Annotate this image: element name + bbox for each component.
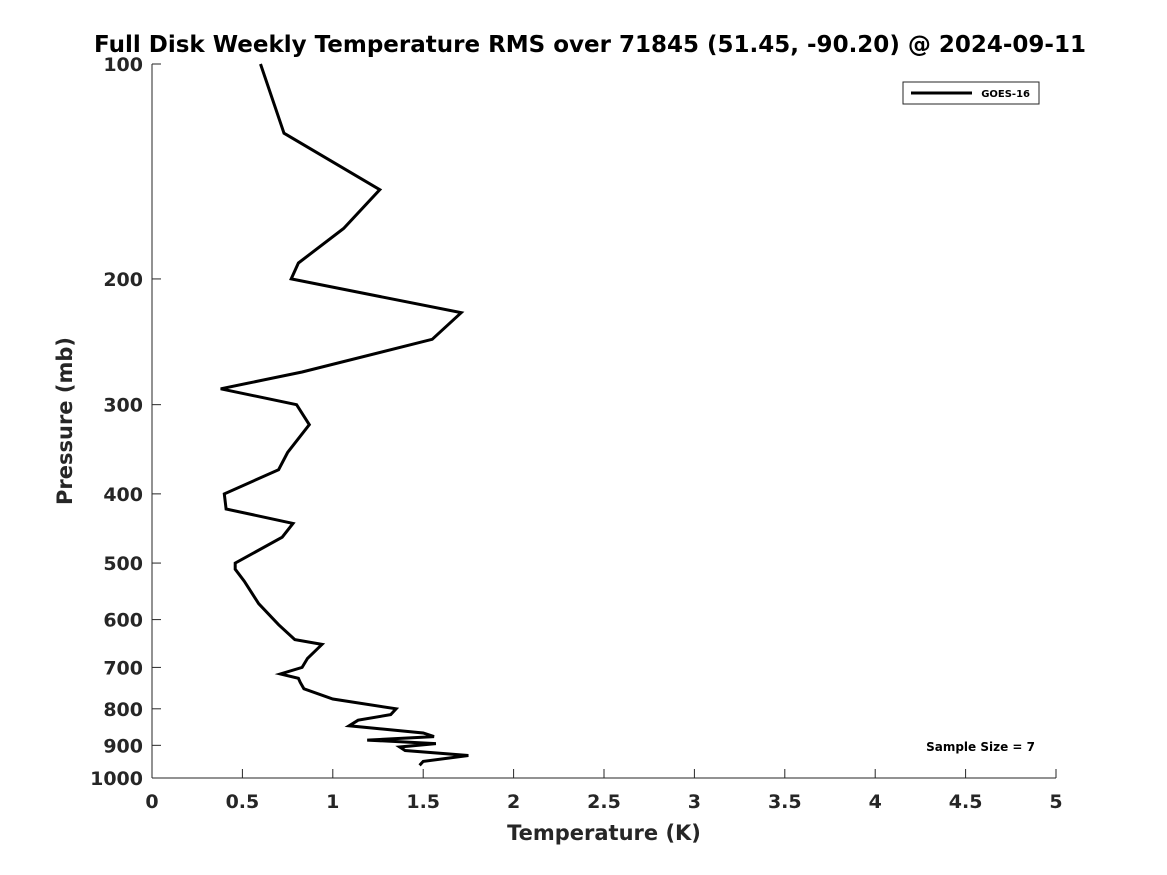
x-axis-label: Temperature (K) — [507, 821, 701, 845]
y-tick-label: 100 — [103, 54, 143, 76]
y-tick-label: 500 — [103, 553, 143, 575]
x-tick-label: 2 — [507, 791, 520, 813]
y-tick-label: 200 — [103, 269, 143, 291]
chart-title: Full Disk Weekly Temperature RMS over 71… — [94, 32, 1086, 58]
sample-size-annotation: Sample Size = 7 — [926, 740, 1035, 754]
x-tick-label: 3.5 — [768, 791, 802, 813]
y-tick-label: 400 — [103, 484, 143, 506]
y-tick-label: 900 — [103, 735, 143, 757]
y-axis-label: Pressure (mb) — [53, 337, 77, 505]
x-tick-label: 1.5 — [406, 791, 440, 813]
x-tick-label: 4 — [869, 791, 882, 813]
x-tick-label: 2.5 — [587, 791, 621, 813]
y-axis-ticks: 100 200 300 400 500 600 700 800 900 1000 — [90, 54, 161, 790]
y-tick-label: 300 — [103, 395, 143, 417]
y-tick-label: 600 — [103, 610, 143, 632]
legend[interactable]: GOES-16 — [902, 81, 1040, 105]
x-tick-label: 5 — [1049, 791, 1062, 813]
x-tick-label: 0 — [145, 791, 158, 813]
y-tick-label: 800 — [103, 699, 143, 721]
series-line-goes-16 — [220, 63, 469, 767]
x-tick-label: 1 — [326, 791, 339, 813]
x-axis-ticks: 0 0.5 1 1.5 2 2.5 3 3.5 4 4.5 5 — [145, 769, 1063, 813]
y-tick-label: 700 — [103, 657, 143, 679]
x-tick-label: 0.5 — [226, 791, 260, 813]
x-tick-label: 3 — [688, 791, 701, 813]
x-tick-label: 4.5 — [949, 791, 983, 813]
series-group — [220, 63, 469, 767]
y-tick-label: 1000 — [90, 768, 143, 790]
legend-label-goes-16: GOES-16 — [981, 89, 1030, 100]
